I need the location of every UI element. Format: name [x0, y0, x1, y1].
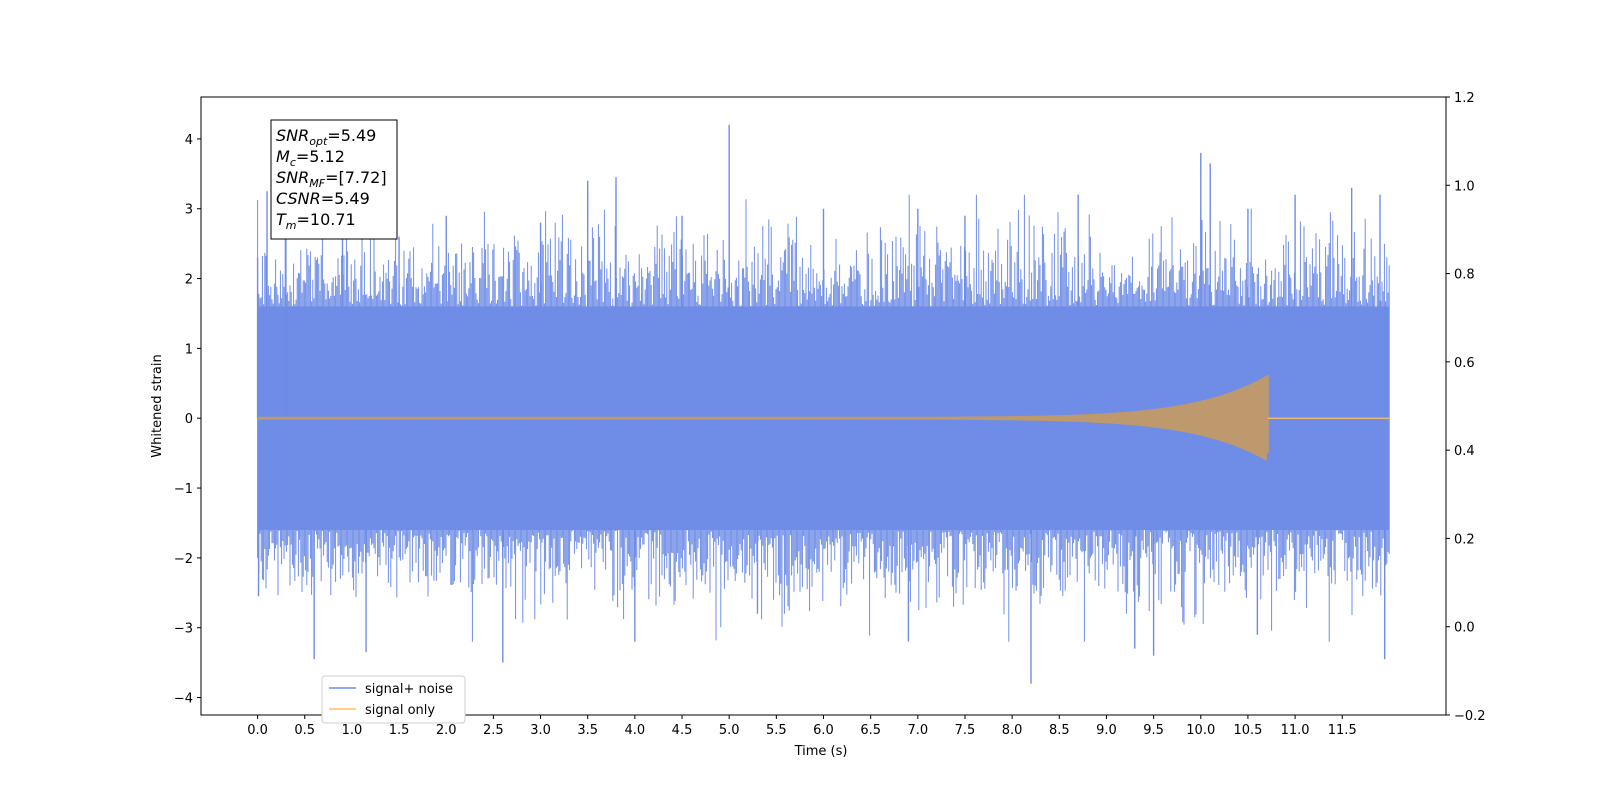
x-tick-label: 4.0 — [625, 723, 646, 738]
x-tick-label: 0.0 — [247, 723, 268, 738]
y-tick-label: 0 — [185, 412, 193, 427]
y2-tick-label: 0.0 — [1454, 621, 1475, 636]
x-tick-label: 3.5 — [577, 723, 598, 738]
stats-line: SNRMF=[7.72] — [276, 168, 387, 190]
stats-box — [270, 119, 398, 240]
y-tick-label: 2 — [185, 273, 193, 288]
legend: signal+ noise signal only — [321, 675, 466, 724]
y2-tick-label: −0.2 — [1454, 709, 1486, 724]
x-tick-label: 1.5 — [389, 723, 410, 738]
x-tick-label: 8.5 — [1049, 723, 1070, 738]
x-tick-label: 7.0 — [907, 723, 928, 738]
x-axis-label: Time (s) — [794, 744, 848, 759]
stats-line: Mc=5.12 — [276, 147, 345, 169]
x-tick-label: 6.5 — [860, 723, 881, 738]
legend-label-signal-only: signal only — [365, 703, 435, 718]
x-tick-label: 2.0 — [436, 723, 457, 738]
stats-line: CSNR=5.49 — [276, 189, 370, 208]
y-tick-label: 4 — [185, 133, 193, 148]
signal-chirp — [257, 375, 1267, 461]
legend-label-signal-noise: signal+ noise — [365, 682, 453, 697]
stats-line: SNRopt=5.49 — [276, 126, 376, 148]
y-tick-label: 3 — [185, 203, 193, 218]
x-tick-label: 6.0 — [813, 723, 834, 738]
y2-tick-label: 0.2 — [1454, 532, 1475, 547]
y-tick-label: −2 — [174, 552, 193, 567]
legend-box — [321, 675, 466, 724]
x-tick-label: 10.0 — [1186, 723, 1215, 738]
y2-tick-label: 0.4 — [1454, 444, 1475, 459]
x-tick-label: 5.0 — [719, 723, 740, 738]
y-tick-label: 1 — [185, 342, 193, 357]
y-axis-left: −4 −3 −2 −1 0 1 2 3 4 — [174, 133, 201, 707]
y2-tick-label: 1.2 — [1454, 91, 1475, 106]
y-tick-label: −3 — [174, 622, 193, 637]
x-tick-label: 4.5 — [672, 723, 693, 738]
x-tick-label: 11.0 — [1281, 723, 1310, 738]
x-tick-label: 5.5 — [766, 723, 787, 738]
y-tick-label: −1 — [174, 482, 193, 497]
x-tick-label: 11.5 — [1328, 723, 1357, 738]
x-tick-label: 2.5 — [483, 723, 504, 738]
x-tick-label: 9.5 — [1143, 723, 1164, 738]
stats-line: Tm=10.71 — [276, 210, 356, 232]
x-tick-label: 8.0 — [1002, 723, 1023, 738]
y-tick-label: −4 — [174, 692, 193, 707]
y-axis-label: Whitened strain — [150, 354, 165, 457]
y-axis-right: −0.2 0.0 0.2 0.4 0.6 0.8 1.0 1.2 — [1446, 91, 1486, 724]
x-tick-label: 10.5 — [1233, 723, 1262, 738]
x-tick-label: 3.0 — [530, 723, 551, 738]
y2-tick-label: 1.0 — [1454, 179, 1475, 194]
y2-tick-label: 0.6 — [1454, 356, 1475, 371]
x-tick-label: 7.5 — [955, 723, 976, 738]
x-tick-label: 1.0 — [342, 723, 363, 738]
x-tick-label: 0.5 — [294, 723, 315, 738]
signal-only-series — [257, 374, 1390, 461]
x-axis: 0.0 0.5 1.0 1.5 2.0 2.5 3.0 3.5 4.0 4.5 5.0 5.5 6.0 6… — [247, 715, 1357, 738]
x-tick-label: 9.0 — [1096, 723, 1117, 738]
y2-tick-label: 0.8 — [1454, 268, 1475, 283]
